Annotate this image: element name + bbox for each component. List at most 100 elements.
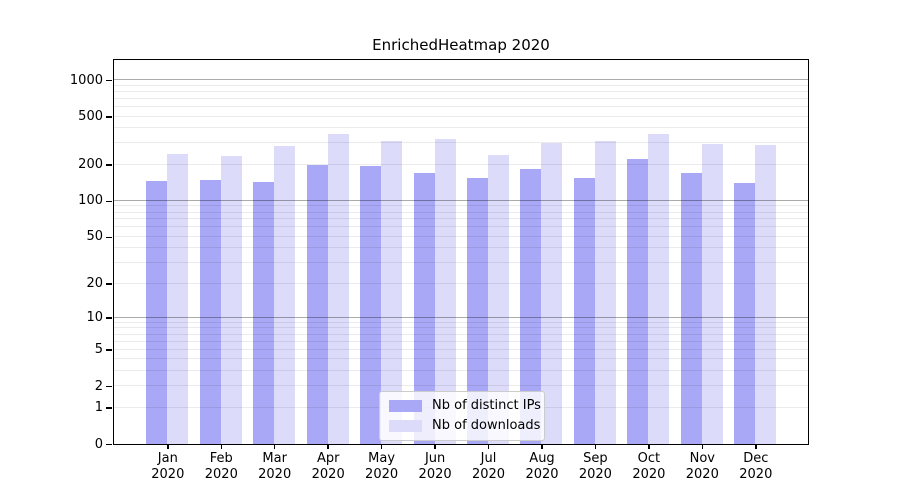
x-label-year: 2020 xyxy=(685,467,719,482)
gridline-minor xyxy=(114,163,808,165)
gridline-minor xyxy=(114,321,808,323)
y-tick-mark xyxy=(106,317,112,319)
y-tick-mark xyxy=(106,385,112,388)
bar-distinct-ips xyxy=(199,180,221,444)
x-label-year: 2020 xyxy=(471,467,506,482)
x-label-month: Oct xyxy=(637,451,661,466)
x-tick-mark xyxy=(701,444,703,449)
bar-downloads xyxy=(167,153,189,444)
y-axis-tick-label: 5 xyxy=(94,342,103,358)
y-axis-tick-label: 1 xyxy=(94,400,103,415)
x-tick-mark xyxy=(594,444,597,449)
gridline-minor xyxy=(114,235,808,237)
gridline-minor xyxy=(114,327,808,329)
bar-distinct-ips xyxy=(306,164,328,444)
bar-distinct-ips xyxy=(627,159,649,444)
bar-distinct-ips xyxy=(253,181,275,444)
gridline-major xyxy=(114,199,808,201)
y-axis-tick-label: 200 xyxy=(78,157,103,173)
x-label-month: May xyxy=(368,451,396,466)
gridline-minor xyxy=(114,90,808,92)
legend: Nb of distinct IPs Nb of downloads xyxy=(379,391,545,441)
x-tick-mark xyxy=(380,444,383,449)
x-axis-tick-label: Jan 2020 xyxy=(138,451,198,483)
chart-title: EnrichedHeatmap 2020 xyxy=(372,36,550,54)
x-label-year: 2020 xyxy=(311,467,345,482)
x-tick-mark xyxy=(273,444,276,449)
gridline-major xyxy=(114,316,808,318)
x-label-month: Jul xyxy=(480,451,497,466)
y-tick-mark xyxy=(106,283,112,285)
x-label-month: Dec xyxy=(743,451,769,466)
gridline-minor xyxy=(114,385,808,387)
bar-downloads xyxy=(701,144,723,444)
bar-distinct-ips xyxy=(520,169,542,444)
bar-downloads xyxy=(381,141,403,444)
bar-distinct-ips xyxy=(573,178,595,444)
bar-distinct-ips xyxy=(680,172,702,444)
y-axis-tick-label: 0 xyxy=(94,436,103,452)
x-label-month: Feb xyxy=(209,451,233,466)
x-label-month: Apr xyxy=(316,451,340,466)
x-axis-tick-label: Nov 2020 xyxy=(672,451,732,483)
x-axis-tick-label: Feb 2020 xyxy=(191,451,251,483)
gridline-minor xyxy=(114,358,808,360)
x-label-month: Mar xyxy=(262,451,287,466)
x-axis-tick-label: Dec 2020 xyxy=(726,451,786,483)
y-tick-mark xyxy=(106,79,112,82)
x-label-month: Aug xyxy=(529,451,555,466)
x-tick-mark xyxy=(327,444,329,449)
bar-downloads xyxy=(220,155,242,444)
x-label-month: Jun xyxy=(424,451,446,466)
x-label-year: 2020 xyxy=(258,467,292,482)
plot-area xyxy=(113,59,809,445)
gridline-minor xyxy=(114,105,808,107)
x-label-year: 2020 xyxy=(525,467,559,482)
gridline-minor xyxy=(114,348,808,350)
y-axis-tick-label: 100 xyxy=(78,193,103,209)
gridline-minor xyxy=(114,282,808,284)
gridline-minor xyxy=(114,84,808,86)
bar-distinct-ips xyxy=(413,173,435,444)
bar-distinct-ips xyxy=(360,165,382,444)
legend-swatch-distinct-ips xyxy=(389,399,422,412)
y-tick-mark xyxy=(106,443,112,446)
bar-distinct-ips xyxy=(467,178,488,444)
bar-distinct-ips xyxy=(146,181,168,444)
x-label-year: 2020 xyxy=(151,467,185,482)
legend-item: Nb of downloads xyxy=(389,417,540,434)
y-axis-tick-label: 10 xyxy=(86,310,103,326)
y-axis-tick-label: 1000 xyxy=(69,72,103,88)
x-axis-tick-label: Apr 2020 xyxy=(298,451,358,483)
x-label-month: Jan xyxy=(157,451,178,466)
bar-downloads xyxy=(648,133,670,444)
y-axis-tick-label: 50 xyxy=(86,229,103,245)
x-label-year: 2020 xyxy=(632,467,666,482)
legend-label: Nb of downloads xyxy=(432,418,541,433)
gridline-minor xyxy=(114,205,808,207)
x-tick-mark xyxy=(220,444,222,449)
x-axis-tick-label: Mar 2020 xyxy=(245,451,305,483)
y-tick-mark xyxy=(106,200,112,203)
gridline-minor xyxy=(114,127,808,129)
bar-downloads xyxy=(755,144,777,444)
y-tick-mark xyxy=(106,407,112,409)
x-label-year: 2020 xyxy=(418,467,452,482)
x-tick-mark xyxy=(487,444,490,449)
y-tick-mark xyxy=(106,116,112,118)
gridline-minor xyxy=(114,370,808,371)
gridline-minor xyxy=(114,262,808,264)
bar-downloads xyxy=(327,134,349,444)
gridline-minor xyxy=(114,211,808,213)
x-axis-tick-label: Sep 2020 xyxy=(565,451,625,483)
gridline-minor xyxy=(114,97,808,99)
x-label-year: 2020 xyxy=(578,467,612,482)
y-axis-tick-label: 2 xyxy=(94,378,103,394)
gridline-minor xyxy=(114,247,808,249)
x-axis-tick-label: Aug 2020 xyxy=(512,451,572,483)
x-axis-tick-label: May 2020 xyxy=(352,451,412,483)
bar-downloads xyxy=(488,155,509,444)
bar-distinct-ips xyxy=(734,182,756,444)
x-axis-tick-label: Jun 2020 xyxy=(405,451,465,483)
